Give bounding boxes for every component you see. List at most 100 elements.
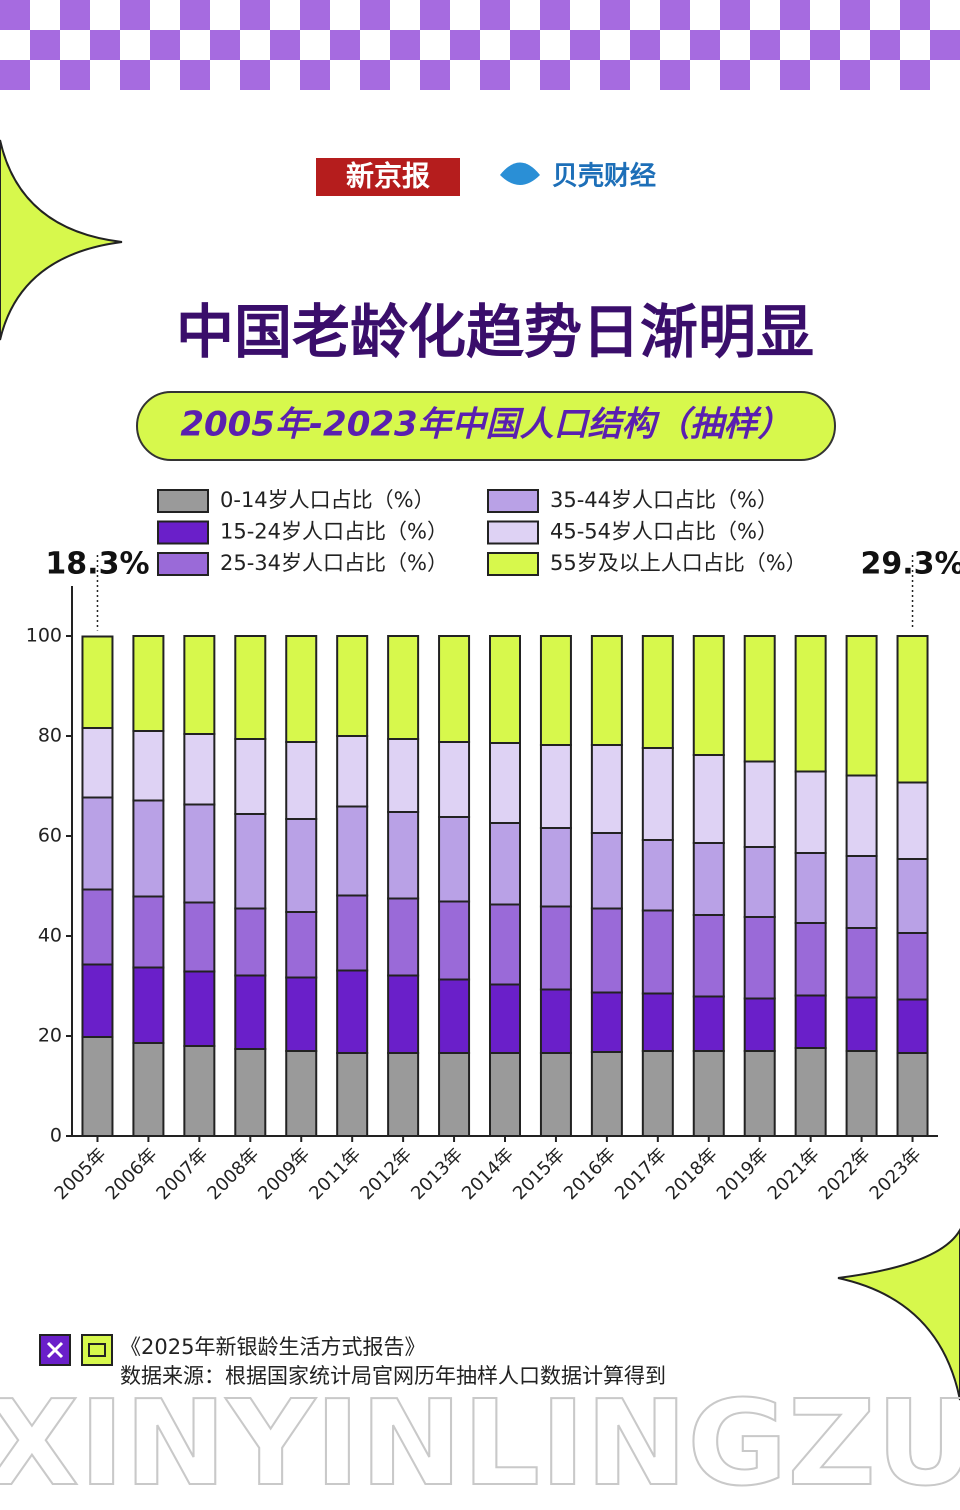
legend-swatch <box>157 552 209 576</box>
bar-segment <box>438 816 471 903</box>
bar-segment <box>132 1042 165 1137</box>
bar-segment <box>743 997 776 1052</box>
bar-segment <box>489 822 521 906</box>
bar-segment <box>641 1050 674 1137</box>
bar-segment <box>387 811 420 900</box>
bar-segment <box>387 974 420 1054</box>
x-tick-label: 2023年 <box>866 1144 926 1204</box>
logo-icon <box>500 162 540 185</box>
bar-segment <box>845 996 878 1052</box>
bar-segment <box>132 895 165 969</box>
bar-segment <box>234 1048 267 1137</box>
bar-segment <box>132 635 165 732</box>
bar-segment <box>692 914 725 998</box>
x-tick-label: 2006年 <box>102 1144 162 1204</box>
bar-segment <box>794 994 827 1049</box>
bar-segment <box>641 747 674 841</box>
value-label: 18.3% <box>45 547 149 582</box>
bar-segment <box>387 635 420 740</box>
legend-label: 55岁及以上人口占比（%） <box>550 551 807 575</box>
bar-segment <box>641 635 674 749</box>
bar-segment <box>896 998 929 1054</box>
bar-segment <box>845 927 878 999</box>
bar-segment <box>489 635 521 744</box>
bar-segment <box>743 1050 776 1137</box>
banner: XINYINLINGZU <box>0 1374 960 1510</box>
bar-segment <box>81 963 114 1038</box>
bar-segment <box>896 635 929 784</box>
checker-band <box>0 0 960 90</box>
bar-segment <box>590 991 623 1053</box>
bar-segment <box>336 969 369 1054</box>
bar-segment <box>794 852 827 924</box>
x-tick-label: 2012年 <box>356 1144 416 1204</box>
logo: 贝壳财经 <box>552 161 656 192</box>
bar-segment <box>794 922 827 997</box>
logo-box <box>316 158 460 196</box>
bar-segment <box>234 635 267 740</box>
bar-segment <box>794 635 827 773</box>
bar-segment <box>81 796 114 891</box>
bar-segment <box>794 770 827 854</box>
bar-segment <box>896 932 929 1001</box>
y-tick-label: 40 <box>38 925 62 947</box>
corner-deco <box>837 1227 960 1401</box>
legend-label: 45-54岁人口占比（%） <box>550 520 778 544</box>
bar-segment <box>590 907 623 994</box>
x-tick-label: 2016年 <box>560 1144 620 1204</box>
bar-segment <box>489 983 521 1054</box>
y-tick-label: 100 <box>26 625 62 647</box>
icon <box>81 1334 113 1366</box>
bar-segment <box>183 733 216 806</box>
bar-segment <box>336 735 369 808</box>
legend-swatch <box>157 520 209 545</box>
x-tick-label: 2018年 <box>662 1144 722 1204</box>
bar-segment <box>641 909 674 995</box>
bar-segment <box>539 905 572 991</box>
x-tick-label: 2015年 <box>509 1144 569 1204</box>
bar-segment <box>692 995 725 1052</box>
bar-segment <box>539 744 572 829</box>
bar-segment <box>692 1050 725 1137</box>
x-tick-label: 2013年 <box>407 1144 467 1204</box>
logo: 新京报 <box>346 160 430 193</box>
bar-segment <box>438 978 471 1054</box>
bar-segment <box>234 974 267 1050</box>
bar-segment <box>590 1051 623 1137</box>
legend-swatch <box>487 489 539 513</box>
bar-segment <box>539 988 572 1054</box>
x-tick-label: 2017年 <box>611 1144 671 1204</box>
bar-segment <box>183 635 216 735</box>
value-label: 29.3% <box>860 547 960 582</box>
bar-segment <box>641 839 674 912</box>
bar-segment <box>285 635 318 743</box>
legend-label: 25-34岁人口占比（%） <box>220 551 448 575</box>
bar-segment <box>896 1052 929 1137</box>
bar-segment <box>81 635 114 729</box>
bar-segment <box>590 744 623 834</box>
x-tick-label: 2007年 <box>152 1144 212 1204</box>
bar-segment <box>641 992 674 1052</box>
bar-segment <box>539 827 572 908</box>
bar-segment <box>743 760 776 848</box>
bar-segment <box>336 635 369 737</box>
bar-segment <box>285 1050 318 1137</box>
bar-segment <box>81 888 114 966</box>
bar-segment <box>132 799 165 898</box>
bar-segment <box>183 901 216 973</box>
legend-label: 35-44岁人口占比（%） <box>550 488 778 512</box>
legend-label: 0-14岁人口占比（%） <box>220 488 435 512</box>
bar-segment <box>183 1045 216 1137</box>
x-tick-label: 2021年 <box>764 1144 824 1204</box>
bar-segment <box>336 894 369 972</box>
bar-segment <box>896 781 929 860</box>
x-tick-label: 2022年 <box>815 1144 875 1204</box>
bar-segment <box>387 897 420 977</box>
report-name: 《2025年新银龄生活方式报告》 <box>120 1335 425 1359</box>
bar-segment <box>438 635 471 743</box>
corner-deco <box>0 139 123 341</box>
legend-swatch <box>487 520 539 545</box>
bar-segment <box>590 635 623 746</box>
bar-segment <box>438 1052 471 1137</box>
bar-segment <box>234 907 267 977</box>
